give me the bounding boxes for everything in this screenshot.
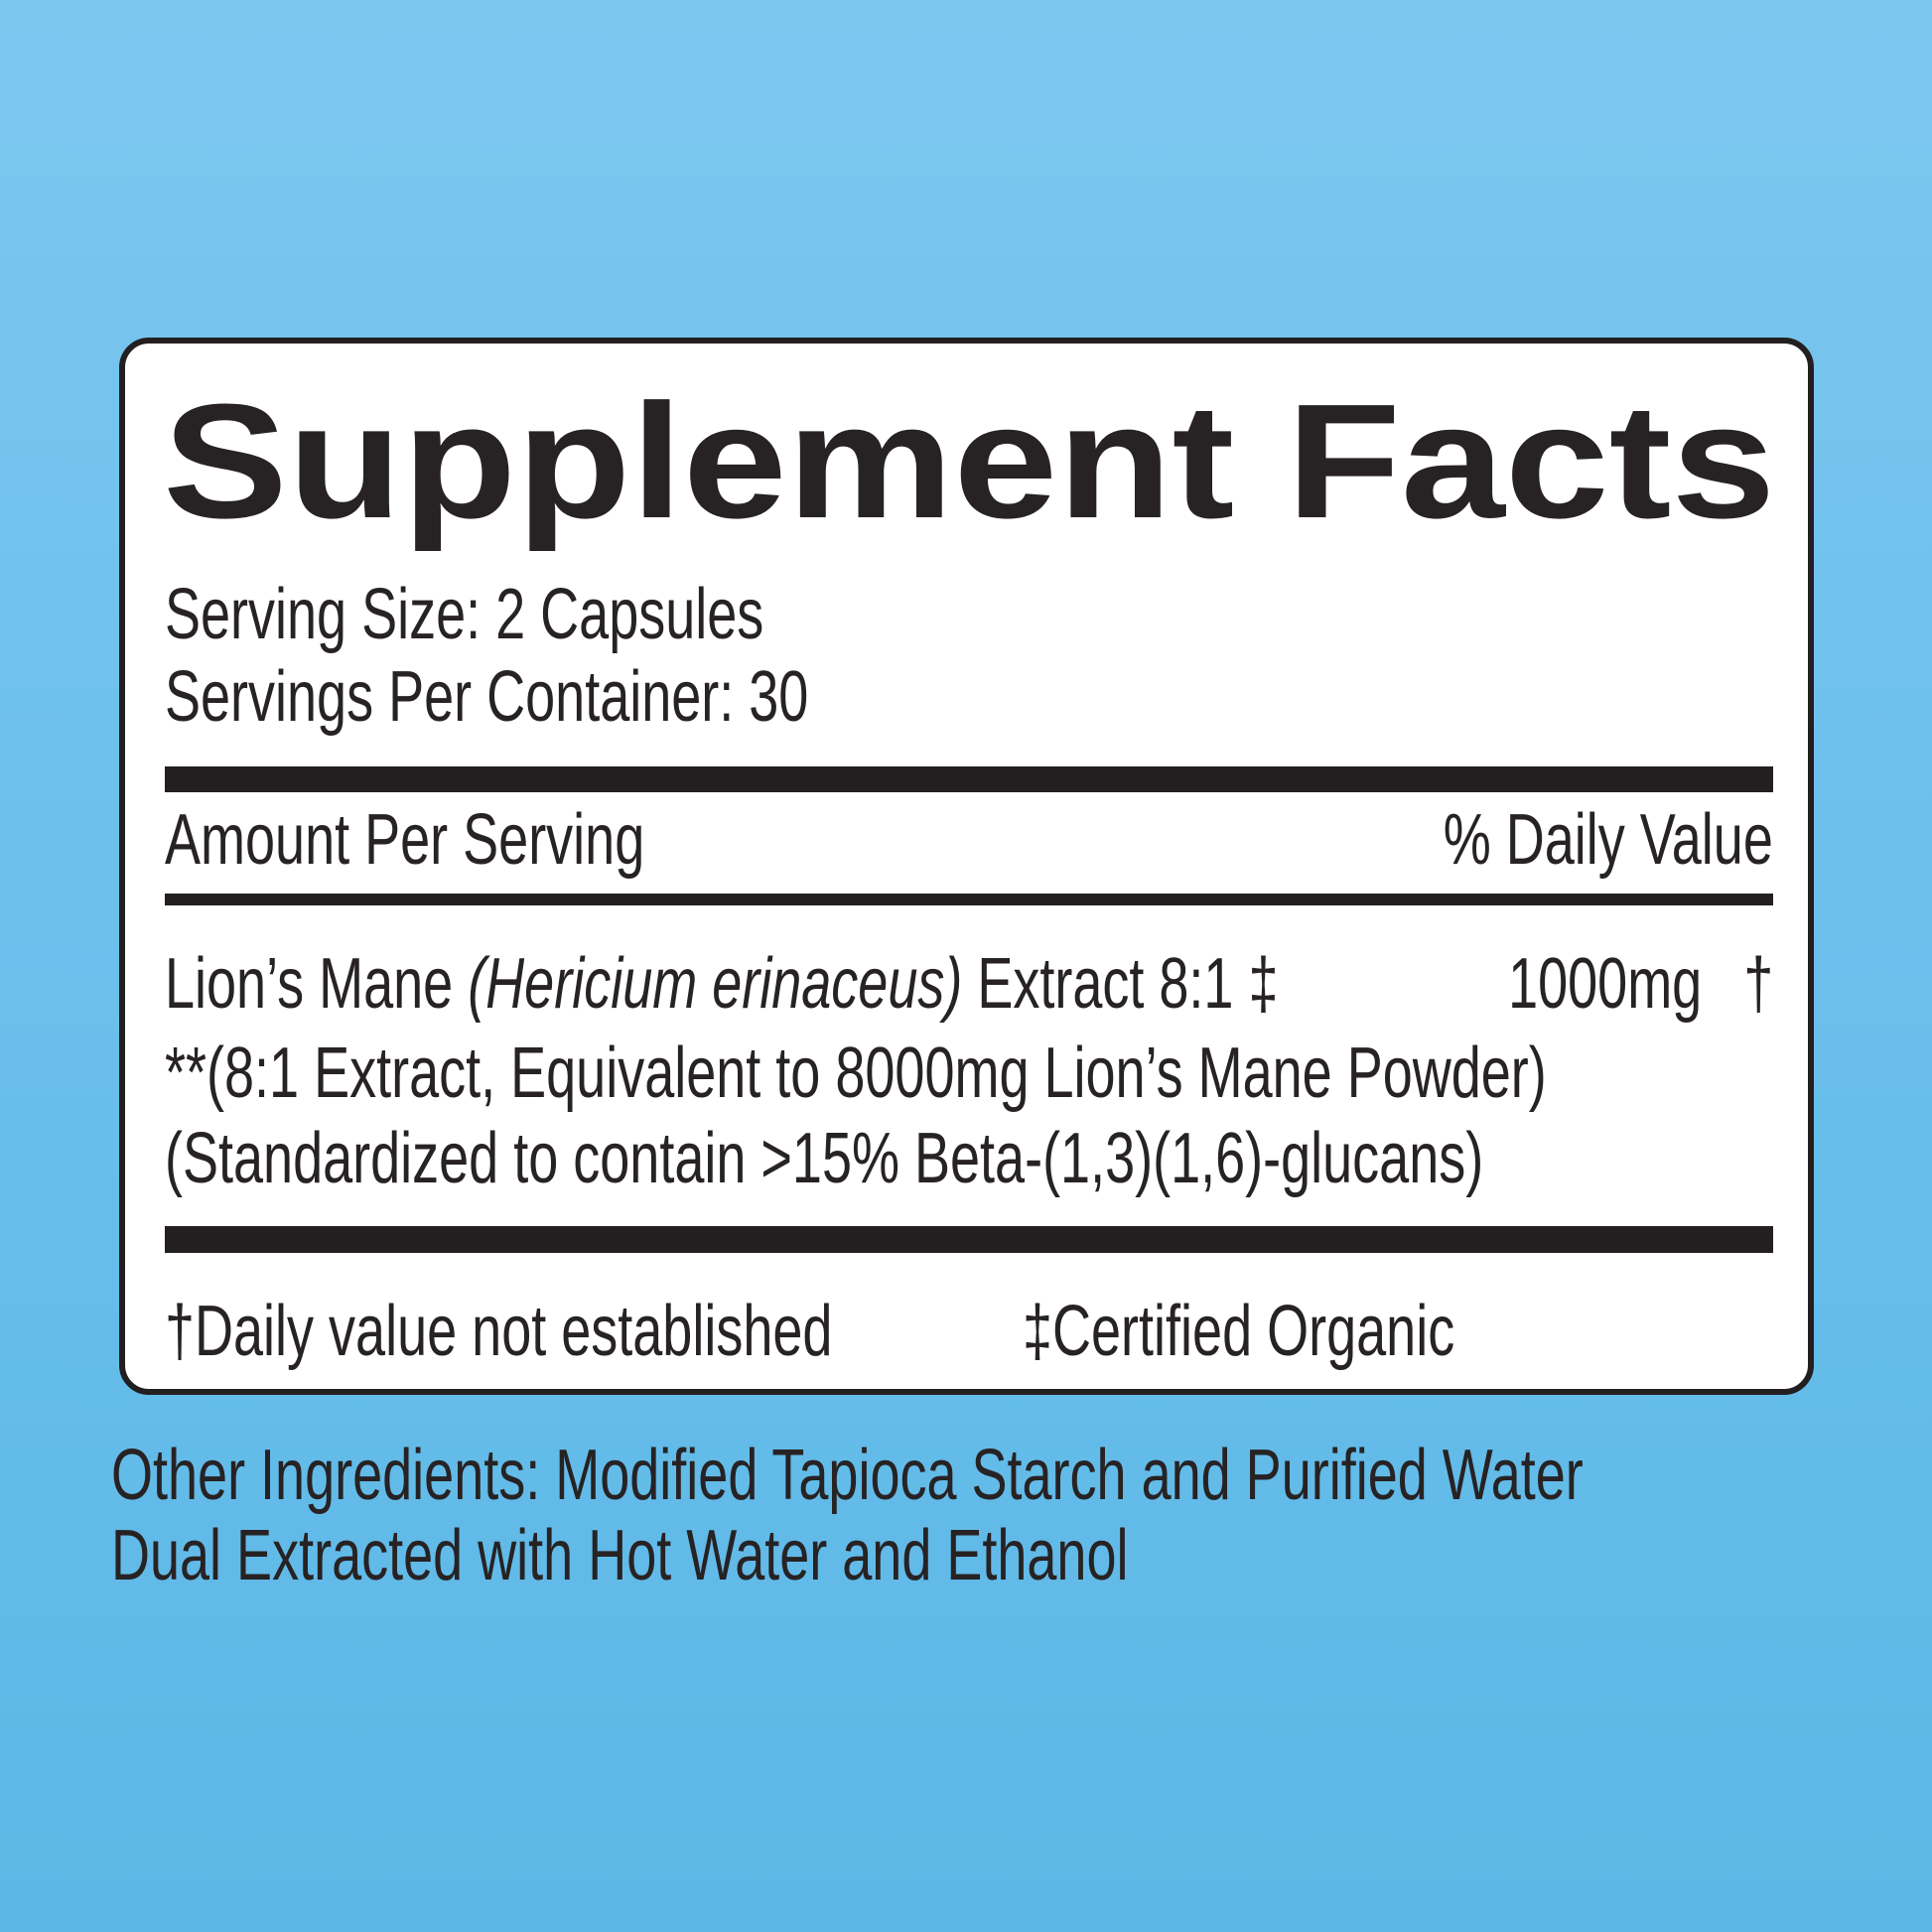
amount-per-serving-label: Amount Per Serving <box>165 800 645 880</box>
ingredient-amount: 1000mg <box>1507 944 1702 1024</box>
supplement-facts-panel <box>119 338 1814 1395</box>
daily-value-label: % Daily Value <box>1443 800 1773 880</box>
footnote-certified-organic: ‡Certified Organic <box>1023 1292 1455 1371</box>
divider-thin <box>165 894 1773 905</box>
page-title: Supplement Facts <box>163 380 1775 543</box>
servings-per-container-line: Servings Per Container: 30 <box>165 657 809 737</box>
ingredient-detail-line-2: (Standardized to contain >15% Beta-(1,3)… <box>165 1119 1484 1198</box>
ingredient-name-line: Lion’s Mane (Hericium erinaceus) Extract… <box>165 948 1649 1020</box>
page-title-text: Supplement Facts <box>163 370 1776 552</box>
other-ingredients-line-1: Other Ingredients: Modified Tapioca Star… <box>111 1436 1584 1515</box>
ingredient-name: Lion’s Mane <box>165 944 469 1024</box>
divider-thick-bottom <box>165 1226 1773 1253</box>
other-ingredients-line-2: Dual Extracted with Hot Water and Ethano… <box>111 1516 1129 1595</box>
ingredient-name-suffix: Extract 8:1 ‡ <box>962 944 1279 1024</box>
footnote-daily-value: †Daily value not established <box>165 1292 833 1371</box>
serving-size-line: Serving Size: 2 Capsules <box>165 575 764 654</box>
divider-thick-top <box>165 766 1773 792</box>
ingredient-latin-name: (Hericium erinaceus) <box>468 944 963 1024</box>
ingredient-detail-line-1: **(8:1 Extract, Equivalent to 8000mg Lio… <box>165 1034 1547 1113</box>
daily-value-symbol: † <box>1742 944 1773 1024</box>
ingredient-amount-cell: 1000mg † <box>1420 948 1773 1020</box>
